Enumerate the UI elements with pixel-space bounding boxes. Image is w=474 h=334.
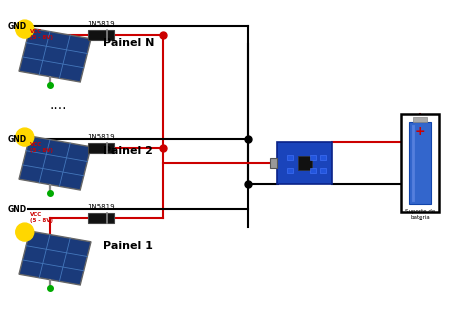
Circle shape xyxy=(16,20,34,38)
Text: Painel 2: Painel 2 xyxy=(103,146,153,156)
Text: VCC
(5 - 8V): VCC (5 - 8V) xyxy=(30,142,53,153)
Text: 1N5819: 1N5819 xyxy=(87,134,115,140)
Text: 1N5819: 1N5819 xyxy=(87,21,115,27)
Text: -: - xyxy=(418,214,422,224)
Text: VCC
(5 - 8V): VCC (5 - 8V) xyxy=(30,29,53,40)
Bar xyxy=(88,213,114,223)
Bar xyxy=(277,142,332,184)
Bar xyxy=(287,155,293,160)
Text: 1N5819: 1N5819 xyxy=(87,204,115,210)
Text: GND: GND xyxy=(8,204,27,213)
Bar xyxy=(88,143,114,153)
Bar xyxy=(401,114,439,212)
Text: +: + xyxy=(415,125,425,138)
Text: VCC
(5 - 8V): VCC (5 - 8V) xyxy=(30,212,53,223)
Bar xyxy=(320,168,326,173)
Bar xyxy=(310,168,316,173)
Text: GND: GND xyxy=(8,21,27,30)
Bar xyxy=(409,122,431,204)
Polygon shape xyxy=(19,136,91,190)
Bar xyxy=(413,117,427,122)
Text: ....: .... xyxy=(49,98,67,112)
Text: GND: GND xyxy=(8,135,27,144)
Bar xyxy=(310,155,316,160)
Text: Painel 1: Painel 1 xyxy=(103,241,153,251)
Polygon shape xyxy=(19,231,91,285)
Bar xyxy=(271,158,277,168)
Text: Painel N: Painel N xyxy=(103,38,155,48)
Bar xyxy=(298,156,312,170)
Circle shape xyxy=(16,128,34,146)
Text: Suporte de
bateria: Suporte de bateria xyxy=(405,209,435,220)
Bar xyxy=(320,155,326,160)
Bar xyxy=(287,168,293,173)
Circle shape xyxy=(16,223,34,241)
Polygon shape xyxy=(19,28,91,82)
Bar xyxy=(88,30,114,40)
